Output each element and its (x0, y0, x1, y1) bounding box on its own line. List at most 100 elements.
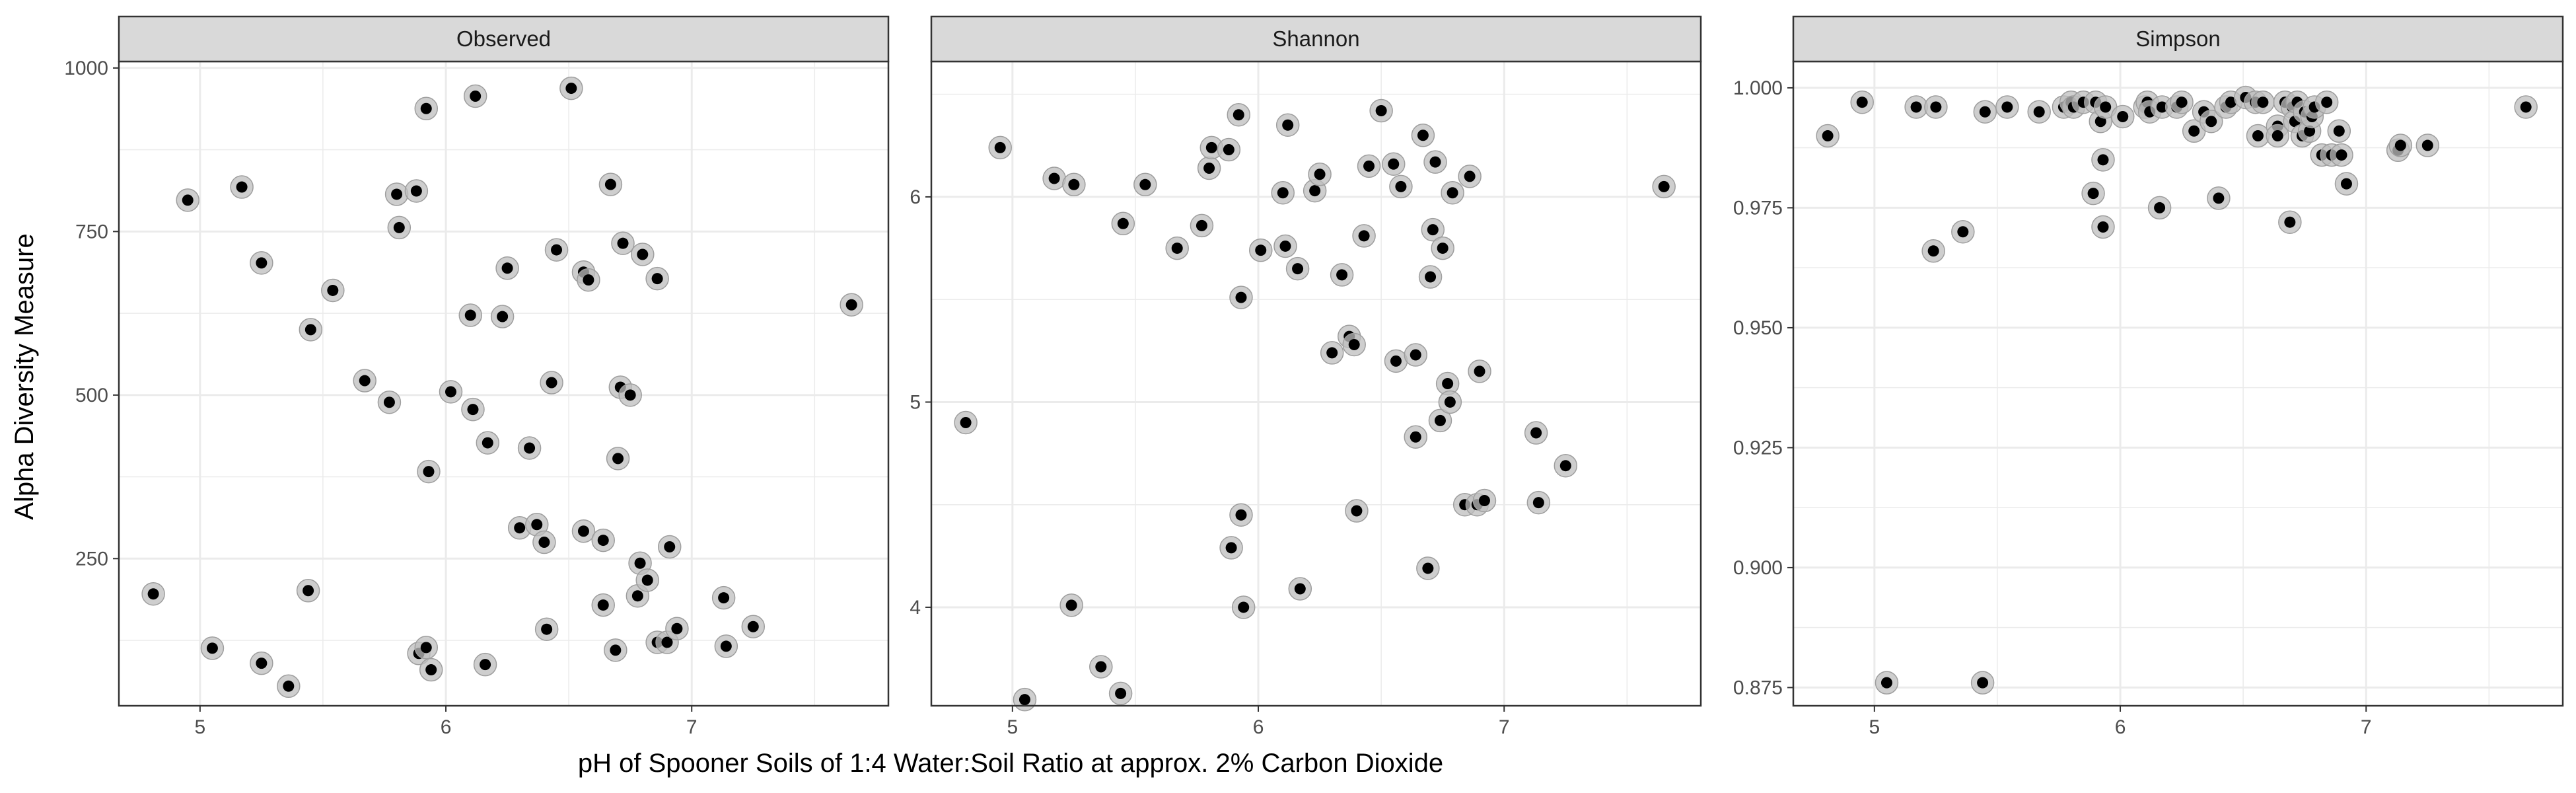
data-point-dot (994, 141, 1006, 153)
data-point (377, 390, 402, 414)
data-point-dot (1410, 431, 1421, 443)
data-point (1013, 687, 1037, 712)
data-point-dot (664, 541, 676, 552)
data-point-dot (391, 188, 403, 200)
data-point (1384, 349, 1408, 373)
data-point (463, 84, 487, 108)
data-point (598, 172, 623, 196)
data-point-dot (1351, 505, 1363, 517)
data-point (1165, 236, 1189, 260)
data-point (1108, 681, 1133, 706)
data-point (1059, 593, 1083, 617)
data-point-dot (597, 599, 609, 611)
data-point-dot (637, 248, 649, 260)
data-point (277, 674, 301, 699)
data-point (1271, 180, 1295, 205)
data-point (631, 243, 655, 266)
data-point-dot (1658, 180, 1670, 192)
points-observed (141, 76, 863, 699)
data-point (1951, 219, 1975, 244)
x-tick-label: 5 (1007, 716, 1018, 738)
data-point-dot (304, 324, 316, 336)
data-point-dot (2252, 130, 2264, 142)
data-point-dot (2033, 106, 2045, 118)
data-point (1554, 453, 1578, 478)
data-point-dot (1437, 243, 1449, 254)
data-point (458, 303, 483, 327)
data-point-dot (1957, 226, 1969, 238)
data-point-dot (256, 257, 268, 269)
data-point (2327, 119, 2351, 143)
y-tick-label: 1.000 (1733, 77, 1783, 99)
data-point-dot (2333, 125, 2345, 137)
data-point (591, 593, 615, 617)
data-point-dot (1422, 562, 1434, 574)
data-point (299, 318, 323, 342)
data-point (2415, 133, 2440, 157)
y-tick-label: 0.900 (1733, 557, 1783, 579)
data-point-dot (617, 237, 629, 249)
data-point-dot (1478, 494, 1490, 506)
data-point-dot (1434, 414, 1446, 426)
data-point (439, 380, 463, 404)
data-point-dot (182, 194, 194, 206)
data-point (1652, 174, 1676, 199)
data-point (1381, 152, 1406, 176)
data-point-dot (1447, 187, 1458, 199)
data-point (1921, 239, 1945, 263)
data-point (1995, 95, 2019, 119)
data-point-dot (604, 178, 616, 190)
data-point-dot (1068, 178, 1080, 190)
data-point-dot (393, 221, 405, 233)
data-point (1345, 499, 1369, 523)
data-point (988, 135, 1012, 160)
data-point-dot (651, 273, 663, 285)
data-point-dot (597, 535, 609, 547)
points-simpson (1816, 85, 2538, 695)
data-point (540, 371, 563, 395)
data-point-dot (1235, 509, 1247, 521)
data-point (2330, 143, 2353, 167)
data-point (2182, 119, 2206, 143)
data-point-dot (2087, 188, 2099, 200)
data-point (1421, 217, 1445, 242)
data-point (2251, 90, 2275, 114)
data-point-dot (1255, 245, 1267, 256)
data-point-dot (2284, 216, 2296, 228)
data-point (1197, 156, 1221, 180)
data-point-dot (641, 574, 653, 586)
data-point-dot (2097, 154, 2109, 166)
data-point-dot (1910, 101, 1922, 113)
data-point (532, 530, 556, 554)
data-point-dot (546, 377, 557, 389)
data-point (611, 231, 635, 255)
data-point-dot (445, 386, 456, 398)
data-point (1428, 408, 1452, 433)
data-point-dot (845, 299, 857, 311)
data-point-dot (1880, 677, 1892, 689)
y-tick-label: 1000 (64, 57, 108, 79)
data-point-dot (1856, 96, 1868, 108)
data-point (544, 238, 569, 262)
data-point-dot (565, 83, 577, 94)
data-point-dot (631, 590, 643, 602)
data-point (1411, 124, 1435, 147)
data-point (524, 513, 549, 537)
data-point (250, 251, 273, 275)
x-axis-title: pH of Spooner Soils of 1:4 Water:Soil Ra… (578, 749, 1443, 778)
data-point-dot (464, 309, 476, 321)
data-point (176, 188, 199, 212)
data-point (2081, 181, 2105, 206)
data-point-dot (206, 642, 218, 654)
data-point-dot (1279, 240, 1291, 252)
y-tick-label: 0.875 (1733, 677, 1783, 699)
data-point (250, 651, 273, 675)
data-point-dot (147, 588, 159, 600)
data-point (606, 447, 630, 471)
data-point (1418, 265, 1443, 289)
data-point-dot (1464, 170, 1476, 182)
data-point (1273, 234, 1297, 258)
data-point-dot (541, 623, 553, 635)
data-point-dot (1979, 106, 1991, 118)
data-point-dot (1532, 497, 1544, 509)
